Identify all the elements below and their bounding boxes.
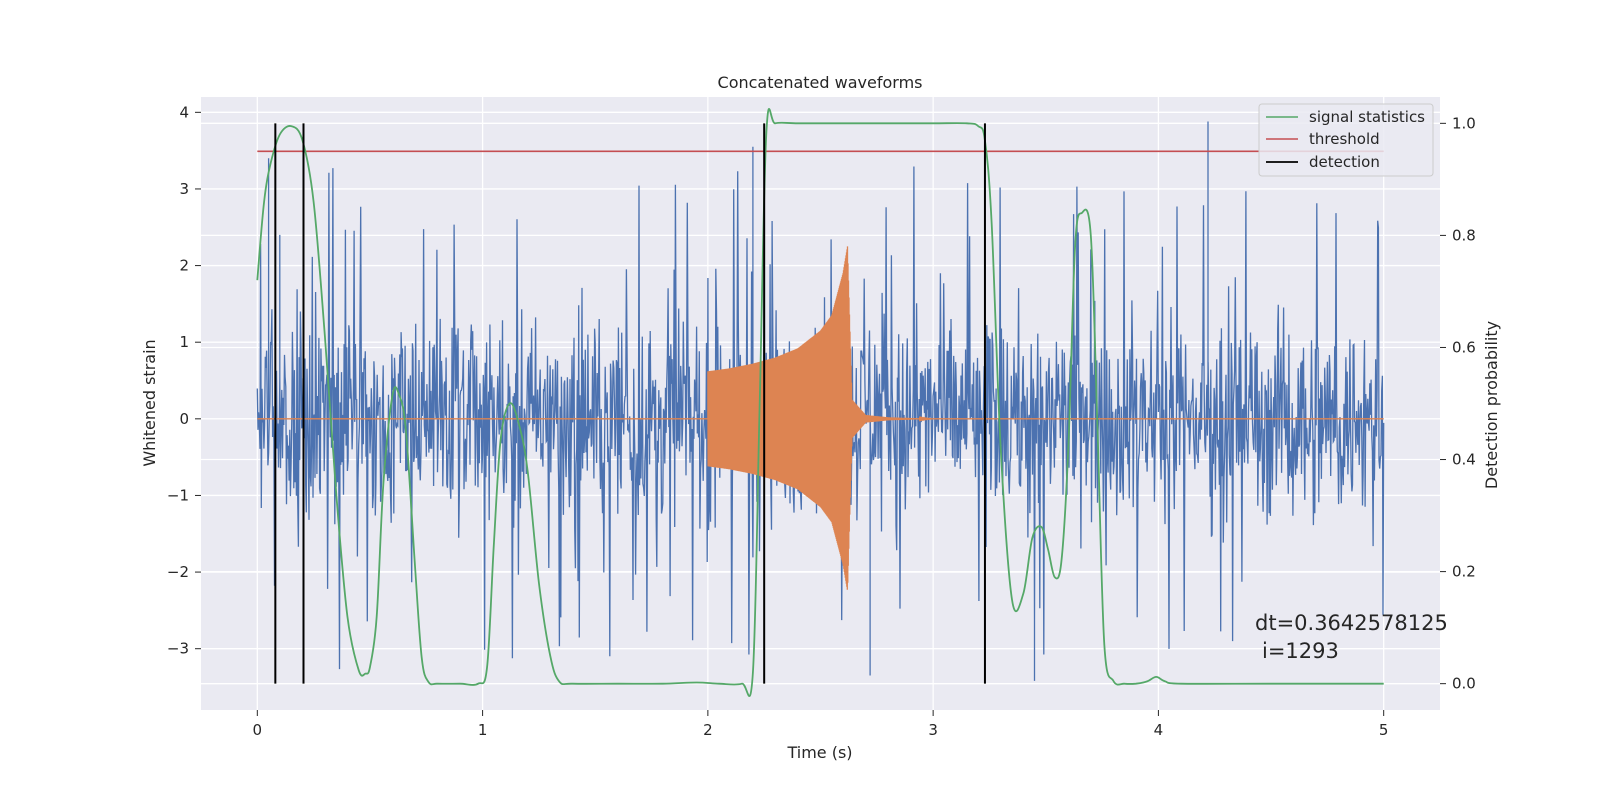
series-layer xyxy=(256,108,1385,697)
annotation-dt: dt=0.3642578125 xyxy=(1255,611,1448,635)
y-tick-label: −3 xyxy=(167,640,189,658)
y-axis-label: Whitened strain xyxy=(140,339,159,466)
chart-title: Concatenated waveforms xyxy=(718,73,923,92)
y-tick-label: 4 xyxy=(179,103,189,121)
legend-label-detection: detection xyxy=(1309,153,1380,171)
y2-tick-label: 0.6 xyxy=(1452,338,1476,356)
legend-box xyxy=(1258,103,1434,177)
y-tick-label: 0 xyxy=(179,410,189,428)
y-tick-label: −1 xyxy=(167,486,189,504)
y2-tick-label: 0.0 xyxy=(1452,675,1476,693)
y-tick-label: 1 xyxy=(179,333,189,351)
x-tick-label: 4 xyxy=(1154,721,1164,739)
y2-tick-label: 0.8 xyxy=(1452,226,1476,244)
y-tick-label: 2 xyxy=(179,257,189,275)
x-tick-label: 0 xyxy=(253,721,263,739)
x-tick-label: 2 xyxy=(703,721,713,739)
annotation-i: i=1293 xyxy=(1262,639,1339,663)
legend-label-threshold: threshold xyxy=(1309,130,1380,148)
y2-tick-label: 0.2 xyxy=(1452,563,1476,581)
y-tick-label: −2 xyxy=(167,563,189,581)
x-tick-label: 3 xyxy=(928,721,938,739)
legend-label-signal-statistics: signal statistics xyxy=(1309,108,1425,126)
y2-axis-label: Detection probability xyxy=(1482,321,1501,489)
series-chirp-waveform xyxy=(257,246,1384,590)
series-signal-statistics xyxy=(256,108,1384,697)
ticks: 0 1 2 3 4 5 −3 −2 −1 0 1 2 3 4 0.0 0.2 0.4 0.6 0.8 1.0 xyxy=(167,103,1476,739)
x-tick-label: 1 xyxy=(478,721,488,739)
y2-tick-label: 1.0 xyxy=(1452,114,1476,132)
y-tick-label: 3 xyxy=(179,180,189,198)
x-tick-label: 5 xyxy=(1379,721,1389,739)
y2-tick-label: 0.4 xyxy=(1452,451,1476,469)
x-axis-label: Time (s) xyxy=(786,743,852,762)
legend: signal statistics threshold detection xyxy=(1258,103,1434,177)
